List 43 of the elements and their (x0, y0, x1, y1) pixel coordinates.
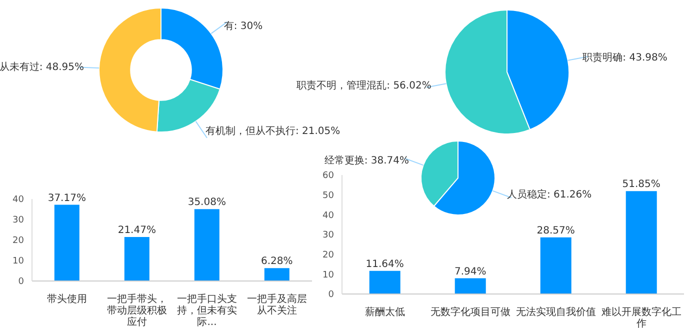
y-tick-label: 40 (12, 195, 24, 206)
x-tick-label: 带头使用 (47, 293, 87, 305)
x-tick-label: 难以开展数字化工作 (601, 306, 682, 328)
x-tick-label: 一把手带头，带动层级积极应付 (107, 293, 167, 328)
slice-label: 从未有过: 48.95% (0, 61, 84, 74)
y-tick-label: 10 (12, 256, 24, 267)
data-label: 7.94% (454, 266, 486, 278)
bar (194, 209, 220, 281)
y-tick-label: 30 (322, 230, 334, 241)
slice-label: 经常更换: 38.74% (324, 154, 410, 167)
x-tick-label: 一把手及高层从不关注 (247, 293, 307, 316)
data-label: 37.17% (48, 192, 86, 204)
y-tick-label: 40 (322, 210, 334, 221)
slice-label: 人员稳定: 61.26% (506, 188, 592, 200)
data-label: 51.85% (622, 179, 660, 190)
bar (540, 237, 572, 294)
slice-label: 职责明确: 43.98% (582, 52, 668, 64)
x-tick-label: 无数字化项目可做 (430, 306, 510, 318)
y-tick-label: 20 (12, 236, 24, 246)
y-tick-label: 50 (322, 191, 334, 202)
y-tick-label: 0 (18, 277, 24, 288)
bar (124, 236, 150, 281)
slice-label: 有机制，但从不执行: 21.05% (206, 124, 340, 137)
data-label: 11.64% (366, 258, 404, 270)
data-label: 28.57% (536, 225, 575, 236)
y-tick-label: 30 (12, 216, 24, 226)
bar (454, 278, 486, 294)
bar (264, 268, 290, 281)
bar (369, 270, 400, 294)
x-tick-label: 薪酬太低 (364, 306, 405, 318)
x-tick-label: 无法实现自我价值 (516, 306, 596, 318)
bar (54, 204, 80, 281)
data-label: 21.47% (118, 224, 156, 236)
data-label: 6.28% (261, 256, 293, 268)
slice-label: 职责不明，管理混乱: 56.02% (296, 79, 432, 92)
slice-label: 有: 30% (224, 20, 263, 32)
y-tick-label: 60 (322, 171, 334, 182)
x-tick-label: 一把手口头支持，但未有实际... (177, 293, 237, 328)
y-tick-label: 0 (328, 290, 334, 300)
y-tick-label: 20 (322, 250, 334, 261)
bar (626, 191, 657, 294)
y-tick-label: 10 (322, 270, 334, 280)
data-label: 35.08% (188, 197, 226, 208)
